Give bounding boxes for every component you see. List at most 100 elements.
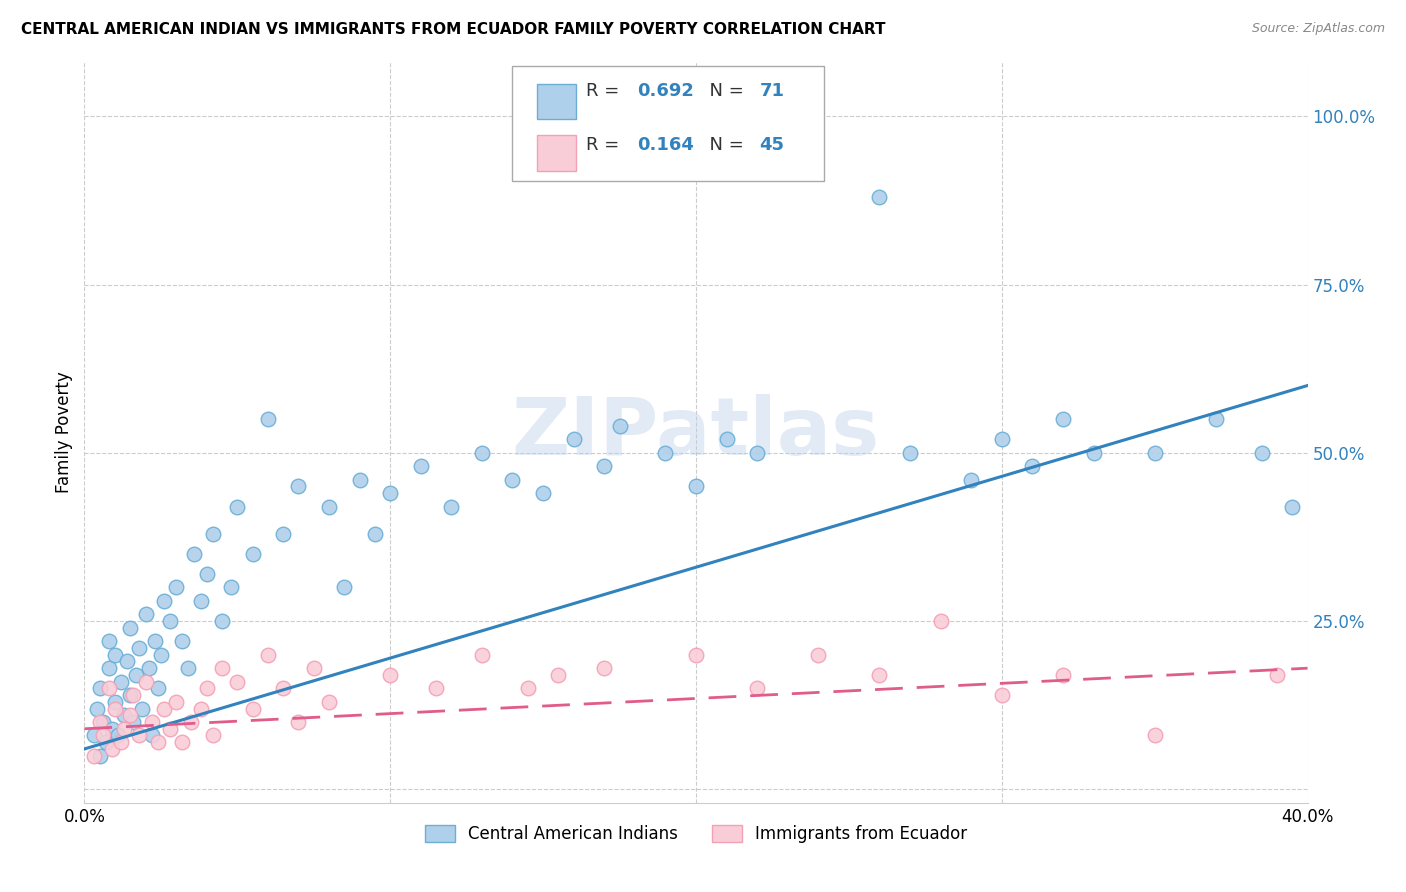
Point [898,446,921,460]
Point [195,566,218,581]
Point [1083,446,1105,460]
Point [364,526,387,541]
Point [471,648,494,662]
Point [257,648,280,662]
Point [159,614,181,628]
Point [122,688,145,702]
Text: 0.692: 0.692 [637,82,695,100]
Point [89,714,111,729]
Point [593,661,616,675]
Point [271,681,294,696]
Point [91,714,114,729]
Point [107,729,129,743]
Point [146,681,169,696]
Point [153,594,176,608]
Point [128,729,150,743]
Point [159,722,181,736]
Point [153,701,176,715]
Point [287,714,309,729]
Point [609,418,631,433]
Point [89,681,111,696]
Point [318,695,340,709]
Point [991,433,1014,447]
Point [747,446,769,460]
Point [211,614,233,628]
Point [83,729,105,743]
Point [125,668,148,682]
Point [287,479,309,493]
Point [516,681,538,696]
Point [177,661,200,675]
Point [94,735,117,749]
Point [112,708,135,723]
Point [110,735,132,749]
Point [440,500,463,514]
Point [409,459,432,474]
Point [89,748,111,763]
Point [149,648,172,662]
Point [1250,446,1272,460]
Point [471,446,494,460]
Point [318,500,340,514]
Point [380,668,402,682]
FancyBboxPatch shape [513,66,824,181]
Text: N =: N = [699,136,749,154]
Point [1021,459,1043,474]
Point [97,661,120,675]
Point [97,634,120,648]
Point [1205,412,1227,426]
Text: R =: R = [586,82,624,100]
Point [685,648,707,662]
Legend: Central American Indians, Immigrants from Ecuador: Central American Indians, Immigrants fro… [419,819,973,850]
Text: R =: R = [586,136,624,154]
Point [685,479,707,493]
Point [101,722,124,736]
Point [1143,446,1166,460]
Point [219,581,242,595]
Point [716,433,738,447]
Point [172,634,194,648]
Point [120,688,142,702]
Point [183,547,205,561]
Point [190,594,212,608]
Point [86,701,108,715]
Point [165,581,187,595]
Point [91,729,114,743]
Point [83,748,105,763]
Point [380,486,402,500]
Point [141,729,163,743]
Point [654,446,676,460]
Point [960,473,983,487]
Point [502,473,524,487]
Text: CENTRAL AMERICAN INDIAN VS IMMIGRANTS FROM ECUADOR FAMILY POVERTY CORRELATION CH: CENTRAL AMERICAN INDIAN VS IMMIGRANTS FR… [21,22,886,37]
Point [201,729,224,743]
Point [112,722,135,736]
Point [425,681,447,696]
Y-axis label: Family Poverty: Family Poverty [55,372,73,493]
Point [143,634,166,648]
Point [1052,668,1074,682]
Point [1052,412,1074,426]
Point [195,681,218,696]
Point [562,433,585,447]
Point [211,661,233,675]
Point [242,701,264,715]
Point [180,714,202,729]
Point [190,701,212,715]
Point [991,688,1014,702]
Point [165,695,187,709]
Text: 45: 45 [759,136,785,154]
Text: 71: 71 [759,82,785,100]
Point [104,695,127,709]
Point [201,526,224,541]
Point [120,708,142,723]
Point [101,742,124,756]
Point [226,500,249,514]
Point [869,668,891,682]
Point [1281,500,1303,514]
Point [226,674,249,689]
Point [104,701,127,715]
Point [141,714,163,729]
Point [135,674,157,689]
Bar [537,84,576,120]
